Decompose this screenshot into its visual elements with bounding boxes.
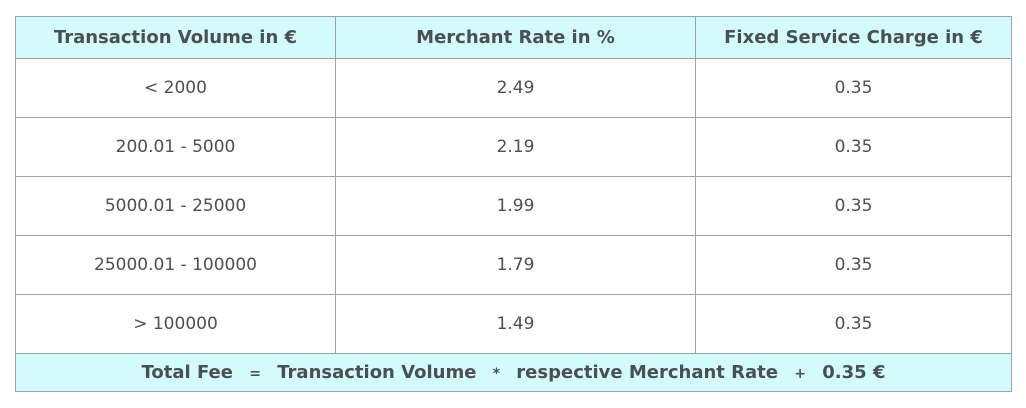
transaction-volume-cell: 200.01 - 5000 bbox=[15, 117, 336, 177]
table-row: 5000.01 - 25000 1.99 0.35 bbox=[15, 176, 1012, 236]
header-transaction-volume: Transaction Volume in € bbox=[15, 16, 336, 59]
merchant-rate-cell: 1.49 bbox=[335, 294, 696, 354]
header-merchant-rate: Merchant Rate in % bbox=[335, 16, 696, 59]
table-header: Transaction Volume in € Merchant Rate in… bbox=[15, 16, 1012, 59]
table-row: > 100000 1.49 0.35 bbox=[15, 294, 1012, 354]
service-charge-cell: 0.35 bbox=[695, 176, 1012, 236]
table-body: < 2000 2.49 0.35 200.01 - 5000 2.19 0.35… bbox=[15, 58, 1012, 354]
transaction-volume-cell: 25000.01 - 100000 bbox=[15, 235, 336, 295]
table-row: < 2000 2.49 0.35 bbox=[15, 58, 1012, 118]
table-row: 200.01 - 5000 2.19 0.35 bbox=[15, 117, 1012, 177]
table-footer: Total Fee = Transaction Volume * respect… bbox=[15, 353, 1012, 392]
transaction-volume-cell: > 100000 bbox=[15, 294, 336, 354]
fee-table: Transaction Volume in € Merchant Rate in… bbox=[15, 16, 1012, 392]
merchant-rate-cell: 1.99 bbox=[335, 176, 696, 236]
multiply-sign: * bbox=[492, 366, 501, 382]
merchant-rate-cell: 1.79 bbox=[335, 235, 696, 295]
plus-sign: + bbox=[794, 366, 806, 382]
transaction-volume-cell: 5000.01 - 25000 bbox=[15, 176, 336, 236]
service-charge-cell: 0.35 bbox=[695, 117, 1012, 177]
total-fee-formula: Total Fee = Transaction Volume * respect… bbox=[15, 353, 1012, 392]
service-charge-cell: 0.35 bbox=[695, 235, 1012, 295]
header-row: Transaction Volume in € Merchant Rate in… bbox=[15, 16, 1012, 59]
formula-merchant-rate: respective Merchant Rate bbox=[516, 362, 778, 383]
merchant-rate-cell: 2.49 bbox=[335, 58, 696, 118]
service-charge-cell: 0.35 bbox=[695, 294, 1012, 354]
merchant-rate-cell: 2.19 bbox=[335, 117, 696, 177]
formula-total-fee: Total Fee bbox=[141, 362, 233, 383]
formula-row: Total Fee = Transaction Volume * respect… bbox=[15, 353, 1012, 392]
formula-transaction-volume: Transaction Volume bbox=[277, 362, 477, 383]
transaction-volume-cell: < 2000 bbox=[15, 58, 336, 118]
table-row: 25000.01 - 100000 1.79 0.35 bbox=[15, 235, 1012, 295]
service-charge-cell: 0.35 bbox=[695, 58, 1012, 118]
header-fixed-service-charge: Fixed Service Charge in € bbox=[695, 16, 1012, 59]
formula-fixed-charge: 0.35 € bbox=[822, 362, 886, 383]
equals-sign: = bbox=[249, 366, 261, 382]
